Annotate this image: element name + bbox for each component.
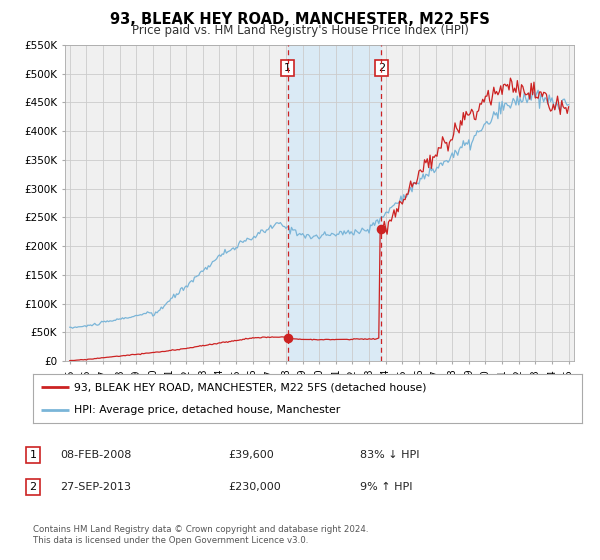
Point	[283, 334, 292, 343]
Text: Price paid vs. HM Land Registry's House Price Index (HPI): Price paid vs. HM Land Registry's House …	[131, 24, 469, 36]
Text: £230,000: £230,000	[228, 482, 281, 492]
Bar	[287, 45, 382, 361]
Text: 2: 2	[29, 482, 37, 492]
Text: 08-FEB-2008: 08-FEB-2008	[60, 450, 131, 460]
Text: 93, BLEAK HEY ROAD, MANCHESTER, M22 5FS (detached house): 93, BLEAK HEY ROAD, MANCHESTER, M22 5FS …	[74, 382, 427, 393]
Text: 9% ↑ HPI: 9% ↑ HPI	[360, 482, 413, 492]
Text: Contains HM Land Registry data © Crown copyright and database right 2024.
This d: Contains HM Land Registry data © Crown c…	[33, 525, 368, 545]
Text: 83% ↓ HPI: 83% ↓ HPI	[360, 450, 419, 460]
Text: 93, BLEAK HEY ROAD, MANCHESTER, M22 5FS: 93, BLEAK HEY ROAD, MANCHESTER, M22 5FS	[110, 12, 490, 27]
Text: 2: 2	[378, 63, 385, 73]
Text: 1: 1	[284, 63, 291, 73]
Text: 1: 1	[29, 450, 37, 460]
Text: £39,600: £39,600	[228, 450, 274, 460]
Text: HPI: Average price, detached house, Manchester: HPI: Average price, detached house, Manc…	[74, 405, 340, 416]
Text: 27-SEP-2013: 27-SEP-2013	[60, 482, 131, 492]
Point	[377, 225, 386, 234]
